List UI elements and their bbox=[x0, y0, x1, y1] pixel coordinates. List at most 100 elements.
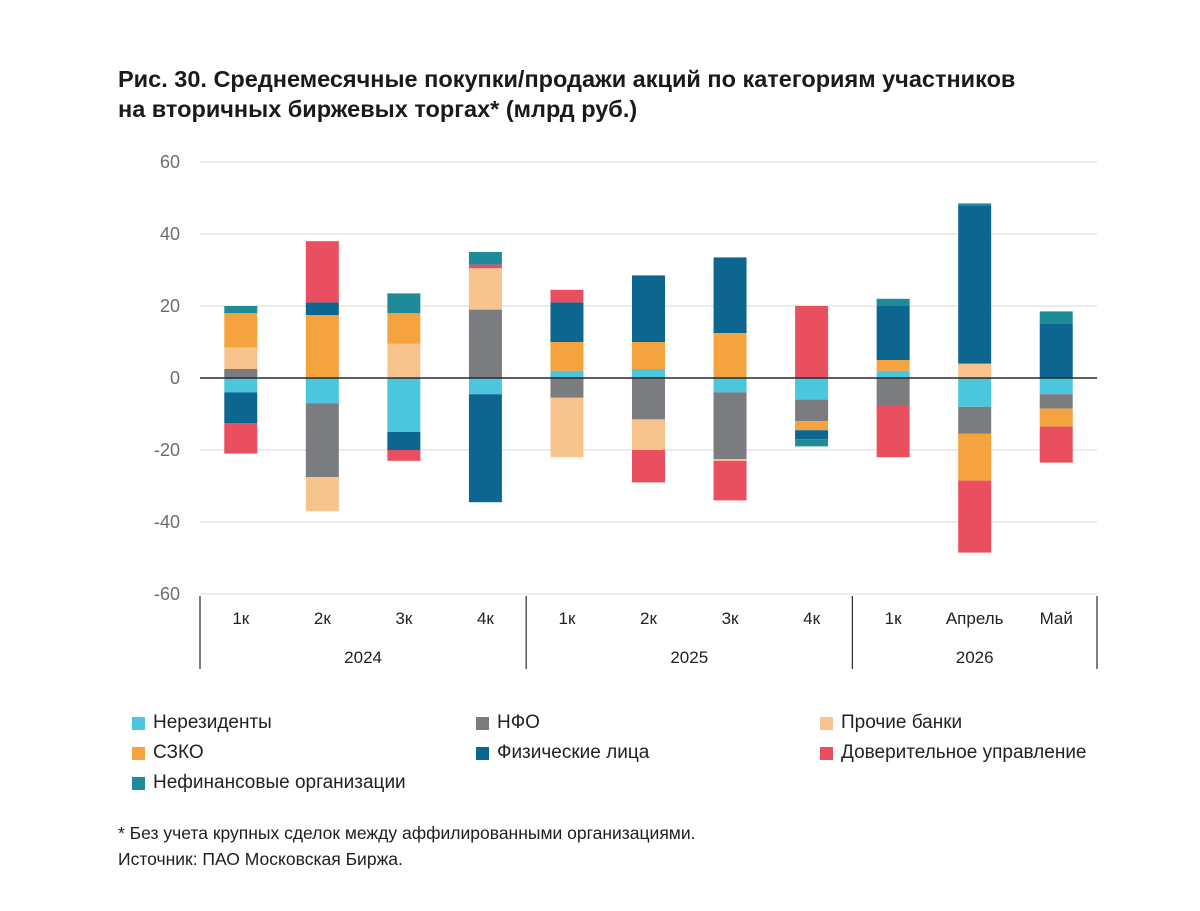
x-tick-label: Май bbox=[1040, 609, 1073, 628]
bar-segment bbox=[1039, 426, 1073, 463]
bar-segment bbox=[224, 369, 258, 378]
chart-title-line-1: Рис. 30. Среднемесячные покупки/продажи … bbox=[118, 66, 1016, 92]
legend-item: НФО bbox=[476, 712, 540, 734]
x-group-label: 2026 bbox=[956, 648, 994, 667]
bar-segment bbox=[305, 477, 339, 512]
legend-swatch bbox=[476, 746, 489, 760]
legend-item: Доверительное управление bbox=[820, 742, 1087, 764]
bar-segment bbox=[632, 369, 665, 378]
x-tick-label: Апрель bbox=[946, 609, 1004, 628]
x-tick-label: 1к bbox=[232, 609, 249, 628]
legend-label: Нефинансовые организации bbox=[153, 772, 406, 793]
legend-swatch bbox=[132, 776, 145, 790]
bar-segment bbox=[1039, 394, 1073, 409]
legend-item: Нефинансовые организации bbox=[132, 772, 406, 794]
bar-segment bbox=[468, 309, 502, 378]
legend-label: Прочие банки bbox=[841, 712, 963, 733]
bar-segment bbox=[550, 342, 584, 371]
legend-swatch bbox=[132, 746, 145, 760]
bar-segment bbox=[958, 406, 992, 434]
bar-segment bbox=[795, 306, 829, 378]
bar-segment bbox=[632, 378, 665, 420]
source-note: Источник: ПАО Московская Биржа. bbox=[118, 849, 403, 869]
chart-notes: * Без учета крупных сделок между аффилир… bbox=[118, 820, 695, 872]
legend-label: Доверительное управление bbox=[841, 742, 1087, 763]
bar-segment bbox=[795, 439, 829, 447]
bar-segment bbox=[713, 257, 747, 333]
bar-segment bbox=[958, 378, 992, 407]
bar-segment bbox=[468, 252, 502, 265]
bar-segment bbox=[550, 370, 584, 378]
bar-segment bbox=[387, 313, 421, 344]
bar-segment bbox=[1039, 311, 1073, 324]
bar-segment bbox=[876, 405, 910, 458]
bar-segment bbox=[387, 450, 421, 461]
legend-label: НФО bbox=[497, 712, 540, 733]
bar-segment bbox=[795, 421, 829, 431]
bar-segment bbox=[958, 480, 992, 553]
bar-segment bbox=[632, 450, 665, 483]
bar-segment bbox=[305, 403, 339, 477]
bar-segment bbox=[387, 293, 421, 314]
bar-segment bbox=[468, 264, 502, 269]
bar-segment bbox=[795, 378, 829, 400]
legend-swatch bbox=[132, 716, 145, 730]
bar-segment bbox=[876, 370, 910, 378]
bar-segment bbox=[876, 306, 910, 360]
bar-segment bbox=[876, 360, 910, 371]
bar-segment bbox=[224, 392, 258, 423]
bar-segment bbox=[713, 460, 747, 501]
y-tick-label: -20 bbox=[154, 440, 180, 460]
x-tick-label: 1к bbox=[885, 609, 902, 628]
chart-title-line-2: на вторичных биржевых торгах* (млрд руб.… bbox=[118, 96, 638, 122]
legend-item: Физические лица bbox=[476, 742, 649, 764]
bar-segment bbox=[958, 433, 992, 481]
x-tick-label: 3к bbox=[722, 609, 739, 628]
bar-segment bbox=[550, 397, 584, 458]
y-tick-label: 0 bbox=[170, 368, 180, 388]
x-tick-label: 1к bbox=[559, 609, 576, 628]
bar-segment bbox=[632, 419, 665, 450]
chart-title: Рис. 30. Среднемесячные покупки/продажи … bbox=[118, 64, 1158, 124]
x-tick-label: 2к bbox=[640, 609, 657, 628]
legend-label: СЗКО bbox=[153, 742, 204, 763]
bar-segment bbox=[305, 302, 339, 315]
bar-segment bbox=[958, 363, 992, 378]
y-tick-label: 20 bbox=[160, 296, 180, 316]
legend-swatch bbox=[476, 716, 489, 730]
y-tick-label: -60 bbox=[154, 584, 180, 604]
bar-segment bbox=[795, 399, 829, 422]
legend-swatch bbox=[820, 746, 833, 760]
bar-segment bbox=[876, 378, 910, 405]
bar-segment bbox=[305, 315, 339, 378]
bar-segment bbox=[876, 298, 910, 306]
bar-segment bbox=[713, 392, 747, 459]
bar-segment bbox=[468, 394, 502, 503]
bar-segment bbox=[305, 241, 339, 303]
bar-segment bbox=[1039, 408, 1073, 427]
bar-segment bbox=[958, 205, 992, 364]
x-group-label: 2024 bbox=[344, 648, 382, 667]
bar-segment bbox=[632, 342, 665, 369]
x-tick-label: 4к bbox=[477, 609, 494, 628]
bar-segment bbox=[550, 378, 584, 398]
stacked-bar-chart: 60 40 20 0 -20 -40 -60 1к 2к 3к 4к 1к 2к 3к 4к 1к Апрель… bbox=[154, 152, 1098, 669]
bar-segment bbox=[224, 423, 258, 454]
y-tick-label: -40 bbox=[154, 512, 180, 532]
bar-segment bbox=[224, 313, 258, 348]
y-tick-label: 60 bbox=[160, 152, 180, 172]
bar-segment bbox=[224, 347, 258, 369]
x-group-label: 2025 bbox=[670, 648, 708, 667]
bar-segment bbox=[387, 343, 421, 378]
bar-segment bbox=[305, 378, 339, 404]
bar-segment bbox=[224, 306, 258, 314]
bar-segment bbox=[468, 268, 502, 310]
x-tick-label: 4к bbox=[803, 609, 820, 628]
bar-segment bbox=[387, 432, 421, 450]
bar-segment bbox=[713, 378, 747, 393]
bar-segment bbox=[468, 378, 502, 395]
bar-segment bbox=[1039, 378, 1073, 395]
legend-swatch bbox=[820, 716, 833, 730]
bar-segment bbox=[713, 459, 747, 461]
bar-segment bbox=[632, 275, 665, 342]
